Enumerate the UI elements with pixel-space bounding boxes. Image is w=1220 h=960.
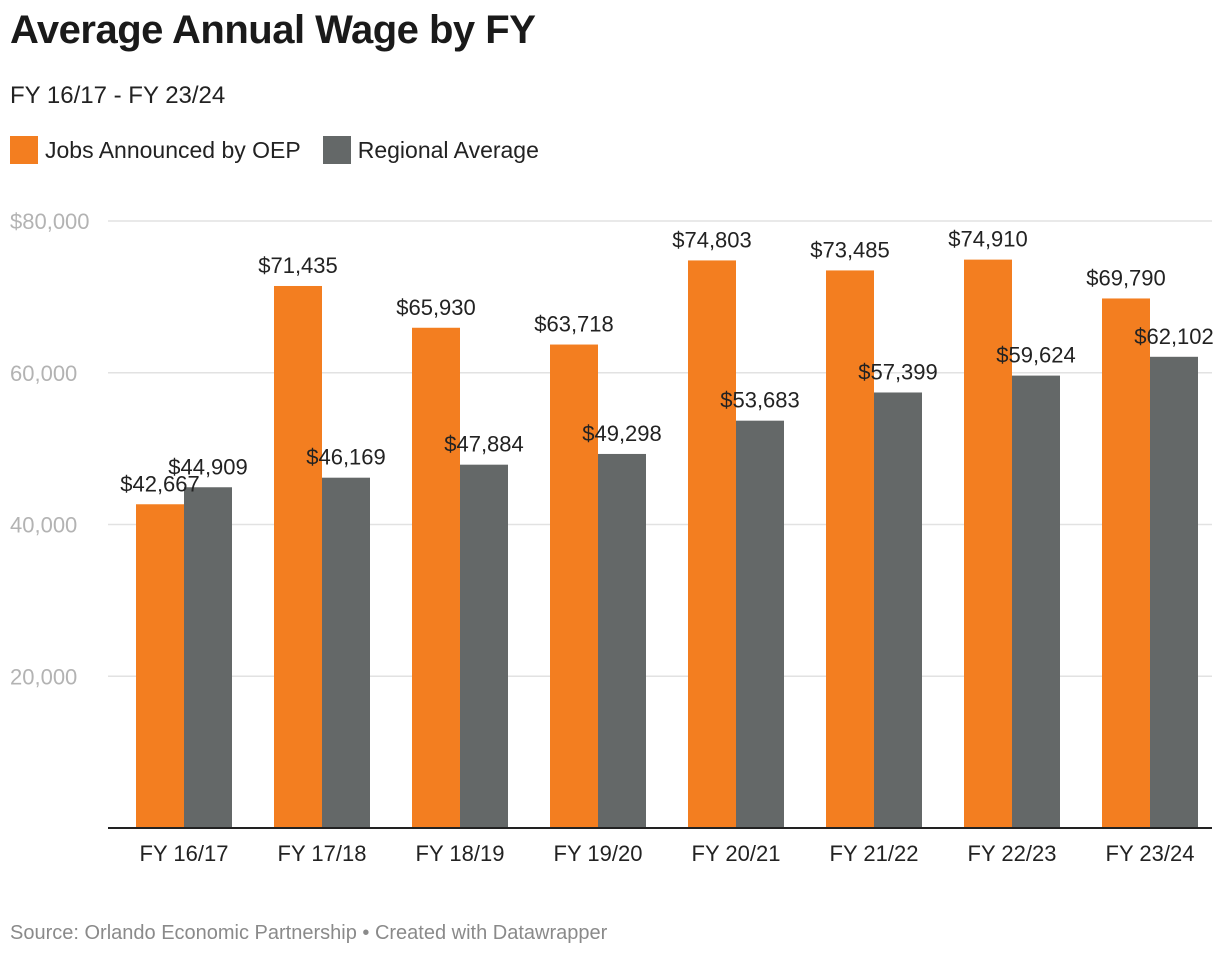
legend-swatch-regional: [322, 136, 351, 164]
data-label-regional-average: $57,399: [858, 359, 938, 384]
x-tick-label: FY 23/24: [1106, 841, 1195, 866]
x-tick-label: FY 17/18: [278, 841, 367, 866]
bar-regional-average: [736, 420, 784, 828]
bar-jobs-announced: [274, 285, 322, 828]
data-label-regional-average: $47,884: [444, 432, 524, 457]
bar-jobs-announced: [412, 327, 460, 828]
legend-swatch-jobs: [10, 136, 38, 164]
legend-item-regional: Regional Average: [322, 136, 539, 164]
data-label-jobs-announced: $63,718: [534, 312, 614, 337]
data-label-regional-average: $49,298: [582, 421, 662, 446]
legend-item-jobs: Jobs Announced by OEP: [10, 136, 301, 164]
bar-regional-average: [322, 477, 370, 828]
chart-subtitle: FY 16/17 - FY 23/24: [10, 82, 226, 109]
legend-label-jobs: Jobs Announced by OEP: [45, 136, 301, 163]
data-label-regional-average: $46,169: [306, 445, 386, 470]
data-label-jobs-announced: $69,790: [1086, 265, 1166, 290]
legend: Jobs Announced by OEP Regional Average: [10, 136, 561, 164]
x-tick-label: FY 19/20: [554, 841, 643, 866]
bar-regional-average: [460, 464, 508, 828]
bar-regional-average: [184, 487, 232, 828]
bar-regional-average: [874, 392, 922, 828]
bar-regional-average: [1012, 375, 1060, 828]
data-label-jobs-announced: $42,667: [120, 471, 200, 496]
data-label-jobs-announced: $74,910: [948, 227, 1028, 252]
data-label-regional-average: $62,102: [1134, 324, 1214, 349]
bar-regional-average: [598, 453, 646, 828]
x-tick-label: FY 18/19: [416, 841, 505, 866]
bar-jobs-announced: [1102, 298, 1150, 828]
x-tick-label: FY 22/23: [968, 841, 1057, 866]
data-label-jobs-announced: $65,930: [396, 295, 476, 320]
bar-jobs-announced: [964, 259, 1012, 828]
data-label-jobs-announced: $71,435: [258, 253, 338, 278]
data-label-regional-average: $53,683: [720, 388, 800, 413]
bar-jobs-announced: [688, 260, 736, 828]
chart-title: Average Annual Wage by FY: [10, 8, 536, 52]
y-tick-label: 60,000: [10, 361, 77, 386]
data-label-regional-average: $44,909: [168, 454, 248, 479]
data-label-jobs-announced: $73,485: [810, 237, 890, 262]
data-label-jobs-announced: $74,803: [672, 227, 752, 252]
bar-jobs-announced: [826, 270, 874, 828]
y-tick-label: $80,000: [10, 209, 90, 234]
legend-label-regional: Regional Average: [357, 136, 539, 163]
bar-jobs-announced: [550, 344, 598, 828]
x-tick-label: FY 21/22: [830, 841, 919, 866]
y-tick-label: 20,000: [10, 664, 77, 689]
y-tick-label: 40,000: [10, 513, 77, 538]
bar-regional-average: [1150, 356, 1198, 828]
x-tick-label: FY 20/21: [692, 841, 781, 866]
x-tick-label: FY 16/17: [140, 841, 229, 866]
bar-jobs-announced: [136, 504, 184, 828]
source-note: Source: Orlando Economic Partnership • C…: [10, 922, 608, 944]
data-label-regional-average: $59,624: [996, 343, 1076, 368]
